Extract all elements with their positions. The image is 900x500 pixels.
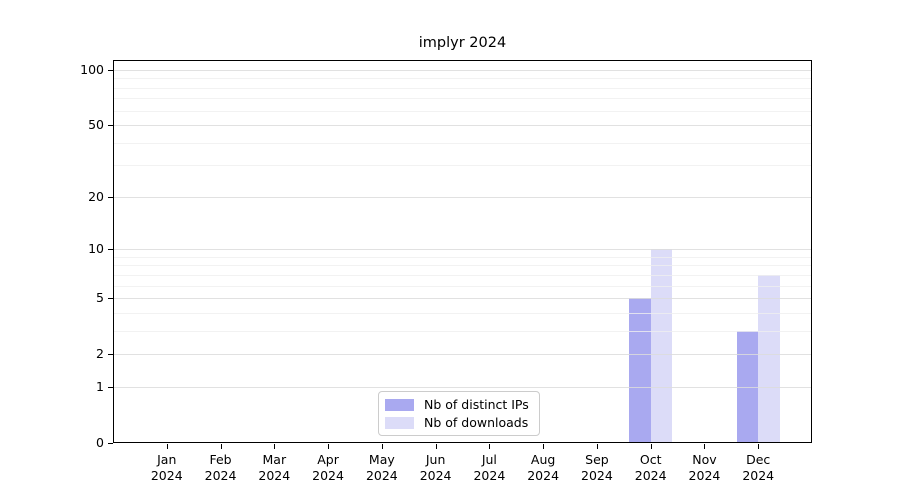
minor-gridline-80 <box>113 87 812 89</box>
x-tick-label-sep: Sep 2024 <box>581 452 613 483</box>
y-tick-mark-2 <box>108 354 113 356</box>
chart-title: implyr 2024 <box>418 35 507 51</box>
y-tick-label-50: 50 <box>88 117 104 133</box>
minor-gridline-70 <box>113 98 812 100</box>
y-tick-mark-0 <box>108 443 113 444</box>
x-tick-label-apr: Apr 2024 <box>312 452 344 483</box>
minor-gridline-60 <box>113 110 812 112</box>
y-tick-label-5: 5 <box>96 290 104 306</box>
x-tick-mark-jul <box>489 444 491 449</box>
x-tick-mark-oct <box>650 444 652 449</box>
legend-row-distinct-ips: Nb of distinct IPs <box>385 397 529 412</box>
y-tick-mark-100 <box>108 69 113 71</box>
x-tick-mark-apr <box>328 444 330 449</box>
bar-downloads-dec <box>758 274 780 443</box>
y-tick-label-20: 20 <box>88 188 104 204</box>
y-tick-label-2: 2 <box>96 346 104 362</box>
x-tick-mark-may <box>381 444 383 449</box>
major-gridline-100 <box>113 69 812 71</box>
x-tick-label-jun: Jun 2024 <box>419 452 452 483</box>
y-tick-mark-10 <box>108 249 113 251</box>
x-tick-mark-feb <box>220 444 222 449</box>
y-tick-label-100: 100 <box>80 61 104 77</box>
x-tick-mark-jun <box>435 444 437 449</box>
major-gridline-1 <box>113 386 812 388</box>
legend-label-distinct-ips: Nb of distinct IPs <box>424 397 529 412</box>
y-tick-mark-5 <box>108 298 113 300</box>
x-tick-label-dec: Dec 2024 <box>742 452 775 483</box>
legend-swatch-distinct-ips <box>385 398 414 411</box>
x-tick-label-jan: Jan 2024 <box>150 452 183 483</box>
legend: Nb of distinct IPs Nb of downloads <box>378 391 540 436</box>
bar-downloads-oct <box>650 249 673 443</box>
minor-gridline-40 <box>113 142 812 144</box>
x-tick-label-oct: Oct 2024 <box>634 452 667 483</box>
minor-gridline-3 <box>113 330 812 332</box>
minor-gridline-7 <box>113 274 812 276</box>
minor-gridline-4 <box>113 312 812 314</box>
y-tick-label-1: 1 <box>96 378 104 394</box>
x-tick-label-mar: Mar 2024 <box>258 452 291 483</box>
major-gridline-10 <box>113 249 812 251</box>
x-tick-mark-mar <box>274 444 276 449</box>
bar-distinct-ips-oct <box>629 298 651 443</box>
minor-gridline-8 <box>113 265 812 267</box>
minor-gridline-6 <box>113 285 812 287</box>
x-tick-mark-jan <box>166 444 168 449</box>
x-tick-label-may: May 2024 <box>365 452 398 483</box>
y-tick-label-0: 0 <box>96 435 104 450</box>
y-tick-mark-20 <box>108 196 113 198</box>
x-tick-label-jul: Jul 2024 <box>473 452 506 483</box>
x-tick-label-feb: Feb 2024 <box>204 452 237 483</box>
y-tick-label-10: 10 <box>88 241 104 257</box>
x-tick-mark-sep <box>596 444 598 449</box>
x-tick-mark-aug <box>543 444 545 449</box>
major-gridline-2 <box>113 354 812 356</box>
major-gridline-20 <box>113 196 812 198</box>
x-tick-label-aug: Aug 2024 <box>527 452 560 483</box>
x-tick-mark-dec <box>758 444 760 449</box>
legend-label-downloads: Nb of downloads <box>424 415 529 430</box>
legend-swatch-downloads <box>385 416 414 429</box>
minor-gridline-90 <box>113 78 812 80</box>
legend-row-downloads: Nb of downloads <box>385 415 529 430</box>
minor-gridline-30 <box>113 165 812 167</box>
x-tick-label-nov: Nov 2024 <box>688 452 721 483</box>
x-tick-mark-nov <box>704 444 706 449</box>
minor-gridline-9 <box>113 256 812 258</box>
y-tick-mark-1 <box>108 386 113 388</box>
major-gridline-50 <box>113 125 812 127</box>
major-gridline-5 <box>113 298 812 300</box>
plot-area <box>113 60 812 443</box>
y-tick-mark-50 <box>108 125 113 127</box>
